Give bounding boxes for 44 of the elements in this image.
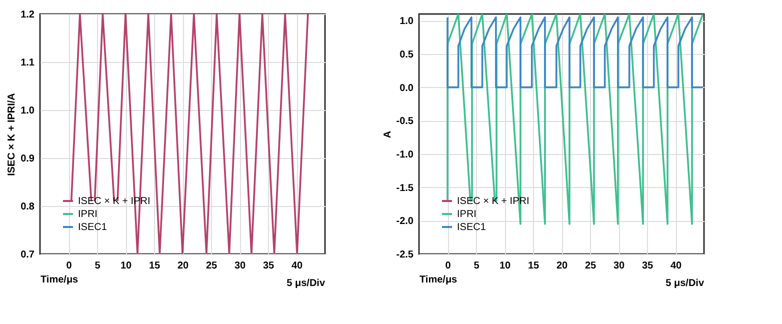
x-tick-label: 40 [670,260,682,272]
x-tick-label: 5 [94,260,101,272]
x-tick-label: 40 [291,260,303,272]
y-tick-label: -2.0 [396,216,414,228]
y-tick-label: -1.0 [396,150,414,160]
y-tick-label: 0.8 [20,202,35,212]
line-series [446,14,704,225]
x-tick-label: 0 [445,260,452,272]
y-tick-label: 1.2 [20,10,35,20]
x-tick-label: 10 [499,260,511,272]
x-tick-label: 15 [148,260,160,272]
x-tick-label: 20 [177,260,189,272]
y-tick-label: 1.0 [400,16,414,28]
x-tick-label: 15 [528,260,540,272]
x-tick-label: 30 [234,260,246,272]
x-axis-title: Time/μs [420,274,458,286]
y-axis-title: ISEC × K + IPRI/A [6,93,18,176]
x-tick-label: 25 [206,260,218,272]
y-tick-label: 1.0 [20,106,35,116]
x-tick-label: 35 [262,260,274,272]
y-tick-label: -2.5 [396,250,414,260]
x-tick-label: 10 [120,260,132,272]
y-tick-label: 0.5 [400,50,414,60]
y-tick-label: 0.0 [400,82,414,94]
y-tick-label: -0.5 [396,116,414,128]
x-tick-label: 0 [66,260,72,272]
x-tick-label: 20 [556,260,568,272]
y-axis-title: A [382,130,394,138]
legend-label: ISEC1 [457,222,486,233]
legend-label: IPRI [457,209,476,220]
x-tick-label: 5 [474,260,480,272]
x-tick-label: 30 [613,260,625,272]
legend-label: IPRI [78,209,98,220]
y-tick-label: 1.1 [20,58,35,68]
text: 5 μs/Div [286,278,326,289]
x-axis-title: Time/μs [40,274,79,286]
line-series [446,16,704,88]
y-tick-label: -1.5 [396,182,414,194]
x-tick-label: 35 [642,260,654,272]
y-tick-label: 0.9 [20,154,35,164]
text: 5 μs/Div [666,278,704,289]
y-tick-label: 0.7 [20,250,35,260]
legend-label: ISEC1 [78,222,108,233]
x-tick-label: 25 [584,260,596,272]
